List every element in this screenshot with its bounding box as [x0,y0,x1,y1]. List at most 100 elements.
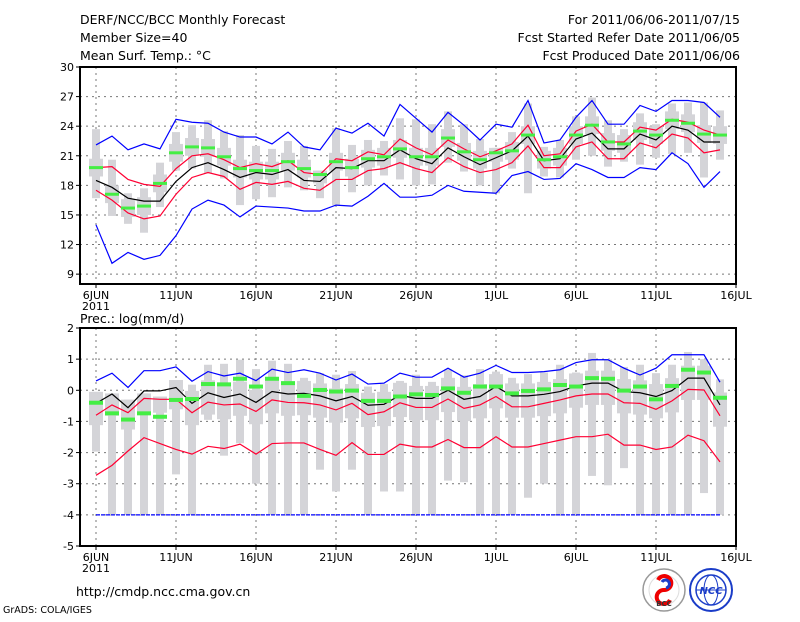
green-marker [649,397,663,402]
y-tick-label: 12 [60,239,74,252]
range-bar [492,371,500,515]
green-marker [185,145,199,149]
interquartile-box [297,380,311,416]
green-marker [537,158,551,162]
footer-credit: GrADS: COLA/IGES [3,605,92,616]
series-min-line [95,152,721,265]
x-tick-label: 21JUN [319,551,353,564]
x-tick-label: 11JUN [159,551,193,564]
x-tick-label: 1JUL [484,289,509,302]
x-tick-label: 6JUN [83,289,110,302]
header-title: DERF/NCC/BCC Monthly Forecast [80,12,285,27]
range-bar [652,373,660,515]
range-bar [412,374,420,515]
header-member-size: Member Size=40 [80,30,187,45]
green-marker [281,381,295,386]
green-marker [521,388,535,393]
interquartile-box [569,373,583,408]
green-marker [473,158,487,162]
x-tick-label: 6JUL [564,551,589,564]
green-marker [137,204,151,208]
plot-frame [79,66,737,285]
y-tick-label: -3 [63,478,74,491]
range-bar [172,380,180,475]
green-marker [345,388,359,393]
range-bar [316,170,324,199]
interquartile-box [441,377,455,413]
green-marker [553,382,567,387]
green-marker [329,160,343,164]
y-tick-label: 18 [60,179,74,192]
interquartile-box [585,370,599,405]
range-bar [252,369,260,484]
y-tick-label: 30 [60,61,74,74]
ncc-logo: NCC [689,568,733,612]
range-bar [524,374,532,498]
x-tick-label: 11JUL [640,551,672,564]
header-variable: Mean Surf. Temp.: °C [80,48,211,63]
ncc-logo-text: NCC [699,586,723,597]
green-marker [105,411,119,416]
interquartile-box [489,374,503,409]
green-marker [201,382,215,387]
series-max-line [95,99,721,151]
y-tick-label: 24 [60,120,74,133]
green-marker [649,133,663,137]
interquartile-box [281,381,295,416]
range-bar [684,351,692,515]
interquartile-box [393,382,407,418]
green-marker [153,414,167,419]
green-marker [505,391,519,396]
range-bar [460,375,468,483]
range-bar [140,393,148,515]
range-bar [108,393,116,515]
range-bar [572,372,580,515]
interquartile-box [89,391,103,426]
range-bar [380,384,388,492]
x-tick-label: 11JUN [159,289,193,302]
green-marker [297,167,311,171]
interquartile-box [169,380,183,410]
green-marker [377,155,391,159]
green-marker [617,142,631,146]
x-tick-label: 21JUN [319,289,353,302]
green-marker [681,121,695,125]
green-marker [681,367,695,372]
range-bar [620,366,628,469]
green-marker [713,133,727,137]
green-marker [265,376,279,381]
range-bar [668,364,676,515]
green-marker [441,136,455,140]
green-marker [249,384,263,389]
range-bar [636,364,644,515]
precip-panel-title: Prec.: log(mm/d) [80,311,184,326]
range-bar [396,380,404,492]
y-tick-label: 9 [67,268,74,281]
interquartile-box [217,384,231,420]
range-bar [268,360,276,515]
y-tick-label: 2 [67,322,74,335]
range-bar [476,369,484,515]
green-marker [249,169,263,173]
green-marker [473,384,487,389]
green-marker [425,155,439,159]
interquartile-box [473,384,487,419]
green-marker [361,398,375,403]
interquartile-box [329,388,343,423]
series-lower-line [95,133,721,220]
green-marker [537,387,551,392]
interquartile-box [201,380,215,415]
green-marker [121,206,135,210]
y-tick-label: 15 [60,209,74,222]
bcc-logo: BCC [642,568,686,612]
green-marker [633,129,647,133]
green-marker [217,155,231,159]
interquartile-box [617,379,631,414]
interquartile-box [665,378,679,413]
green-marker [601,376,615,381]
green-marker [185,397,199,402]
interquartile-box [153,396,167,413]
temperature-panel: 9 12 15 18 21 24 27 30 6JUN 11JUN 16JUN 21JUN 26JUN 1… [60,61,753,313]
bcc-logo-text: BCC [656,600,672,608]
